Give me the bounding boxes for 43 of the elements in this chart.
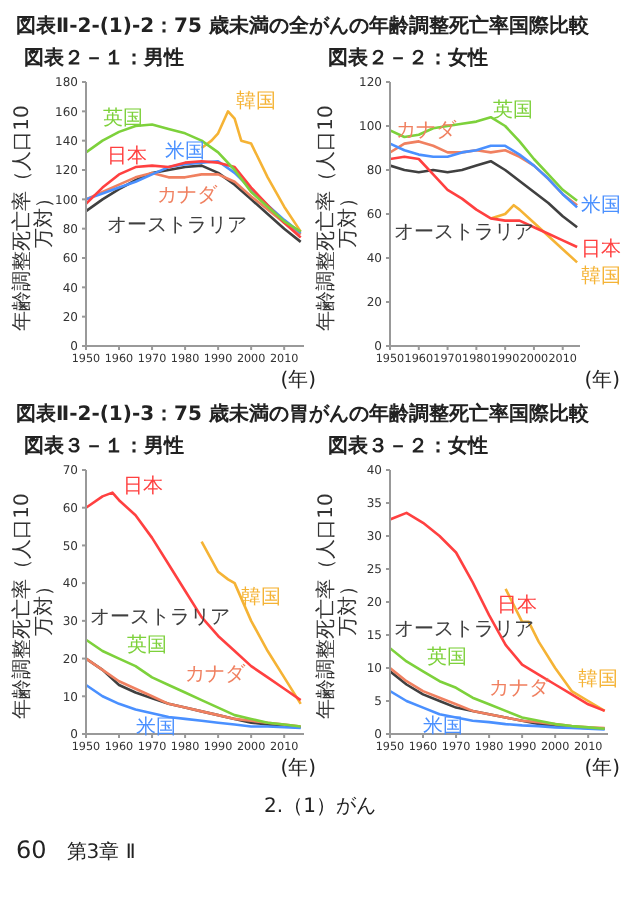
text: 第3章 Ⅱ bbox=[66, 842, 136, 864]
chart-subtitle: 図表２－２：女性 bbox=[326, 45, 490, 70]
x-axis-title: (年) bbox=[582, 758, 622, 780]
y-axis-title: 年齢調整死亡率（人口10万対） bbox=[316, 491, 360, 723]
series-label: オーストラリア bbox=[394, 619, 534, 642]
chart-title: 図表Ⅱ-2-(1)-2：75 歳未満の全がんの年齢調整死亡率国際比較 bbox=[16, 16, 591, 40]
chart-title: 図表Ⅱ-2-(1)-3：75 歳未満の胃がんの年齢調整死亡率国際比較 bbox=[16, 404, 591, 428]
series-label: オーストラリア bbox=[106, 215, 247, 238]
line-series bbox=[390, 115, 579, 203]
series-label: 英国 bbox=[427, 645, 468, 670]
series-label: 米国 bbox=[423, 713, 464, 738]
series-label: 日本 bbox=[107, 144, 148, 169]
line-series bbox=[489, 203, 579, 264]
series-label: 米国 bbox=[581, 193, 622, 218]
y-axis-title: 年齢調整死亡率（人口10万対） bbox=[316, 103, 360, 335]
series-label: 日本 bbox=[581, 237, 622, 261]
series-label: 英国 bbox=[127, 632, 168, 657]
text: 2.（1）がん bbox=[262, 794, 378, 820]
series-label: 韓国 bbox=[581, 264, 622, 289]
line-series bbox=[200, 110, 302, 233]
series-label: カナダ bbox=[157, 183, 220, 208]
series-label: 英国 bbox=[493, 98, 534, 122]
y-axis-title: 年齢調整死亡率（人口10万対） bbox=[12, 491, 56, 723]
chart-subtitle: 図表３－１：男性 bbox=[22, 433, 186, 458]
series-label: 米国 bbox=[164, 139, 205, 164]
series-label: カナダ bbox=[185, 661, 248, 686]
chart-subtitle: 図表３－２：女性 bbox=[326, 433, 490, 458]
series-label: カナダ bbox=[489, 676, 552, 701]
series-label: 韓国 bbox=[240, 585, 281, 610]
x-axis-title: (年) bbox=[582, 370, 622, 392]
line-series bbox=[390, 155, 579, 249]
y-axis-title: 年齢調整死亡率（人口10万対） bbox=[12, 103, 56, 335]
text: 60 bbox=[16, 836, 47, 864]
series-label: オーストラリア bbox=[394, 221, 534, 244]
line-series bbox=[86, 123, 302, 233]
series-label: 韓国 bbox=[236, 89, 277, 114]
line-series bbox=[86, 491, 302, 702]
x-axis-title: (年) bbox=[278, 758, 318, 780]
series-label: 韓国 bbox=[577, 667, 618, 692]
series-label: 英国 bbox=[103, 105, 144, 130]
series-label: 日本 bbox=[123, 474, 164, 499]
chart-subtitle: 図表２－１：男性 bbox=[22, 45, 186, 70]
x-axis-title: (年) bbox=[278, 370, 318, 392]
